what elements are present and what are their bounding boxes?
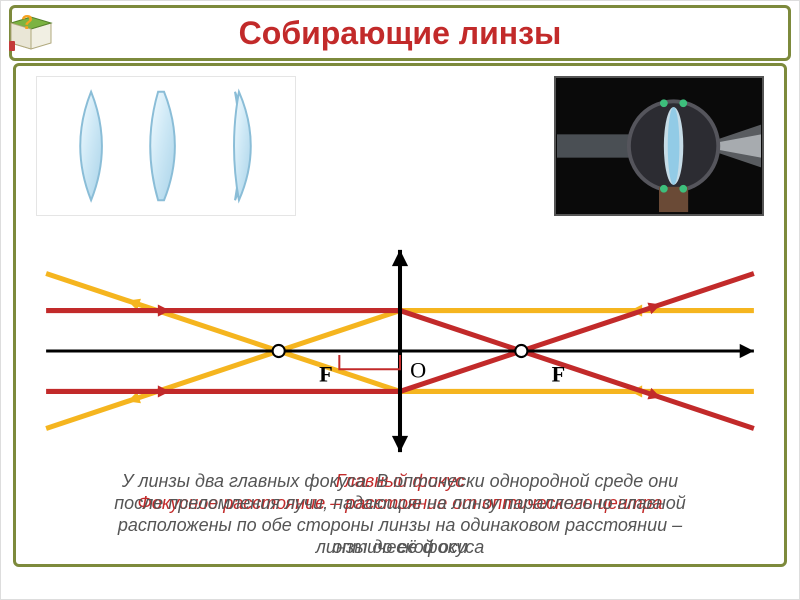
title-frame: Собирающие линзы — [9, 5, 791, 61]
content-frame: O F F Главный фокус У линзы два главных фо… — [13, 63, 787, 567]
svg-text:F: F — [319, 361, 333, 386]
ray-diagram: OFF — [36, 236, 764, 466]
svg-text:F: F — [552, 361, 566, 386]
svg-text:O: O — [410, 357, 426, 382]
book-icon: ? — [7, 9, 55, 57]
svg-text:?: ? — [21, 12, 33, 34]
experiment-photo — [554, 76, 764, 216]
page-title: Собирающие линзы — [239, 15, 562, 52]
caption-text: Главный фокус У линзы два главных фокуса… — [46, 470, 754, 558]
lens-shapes-figure — [36, 76, 296, 216]
